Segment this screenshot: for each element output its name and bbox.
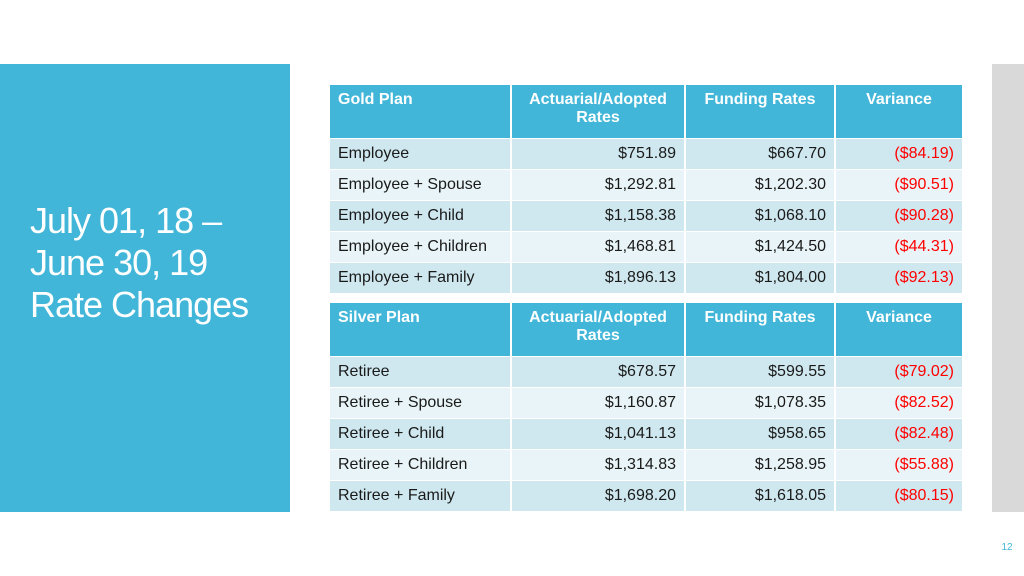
table-row: Employee + Family $1,896.13 $1,804.00 ($92.… — [330, 262, 962, 293]
funding-rate-cell: $1,202.30 — [686, 169, 836, 200]
funding-rate-cell: $1,618.05 — [686, 480, 836, 511]
funding-rate-cell: $1,078.35 — [686, 387, 836, 418]
funding-rate-cell: $667.70 — [686, 138, 836, 169]
actuarial-rate-cell: $751.89 — [512, 138, 686, 169]
table-header-row: Gold Plan Actuarial/Adopted Rates Fundin… — [330, 85, 962, 138]
slide-title-line: Rate Changes — [30, 284, 249, 325]
coverage-tier-cell: Employee + Children — [330, 231, 512, 262]
variance-cell: ($84.19) — [836, 138, 962, 169]
variance-cell: ($90.28) — [836, 200, 962, 231]
table-row: Employee + Spouse $1,292.81 $1,202.30 ($90.… — [330, 169, 962, 200]
actuarial-rate-cell: $1,468.81 — [512, 231, 686, 262]
variance-cell: ($44.31) — [836, 231, 962, 262]
variance-header: Variance — [836, 85, 962, 138]
actuarial-rates-header: Actuarial/Adopted Rates — [512, 303, 686, 356]
funding-rates-header: Funding Rates — [686, 85, 836, 138]
table-row: Employee $751.89 $667.70 ($84.19) — [330, 138, 962, 169]
side-accent-strip — [992, 64, 1024, 512]
coverage-tier-cell: Employee + Child — [330, 200, 512, 231]
table-row: Employee + Child $1,158.38 $1,068.10 ($90.2… — [330, 200, 962, 231]
coverage-tier-cell: Retiree + Spouse — [330, 387, 512, 418]
variance-header: Variance — [836, 303, 962, 356]
page-number: 12 — [1001, 542, 1013, 553]
funding-rate-cell: $958.65 — [686, 418, 836, 449]
slide-title: July 01, 18 – June 30, 19 Rate Changes — [30, 200, 280, 326]
table-header-row: Silver Plan Actuarial/Adopted Rates Fund… — [330, 303, 962, 356]
actuarial-rate-cell: $1,160.87 — [512, 387, 686, 418]
table-row: Retiree + Family $1,698.20 $1,618.05 ($80.1… — [330, 480, 962, 511]
variance-cell: ($79.02) — [836, 356, 962, 387]
plan-name-header: Gold Plan — [330, 85, 512, 138]
variance-cell: ($82.52) — [836, 387, 962, 418]
funding-rates-header: Funding Rates — [686, 303, 836, 356]
variance-cell: ($82.48) — [836, 418, 962, 449]
actuarial-rates-header: Actuarial/Adopted Rates — [512, 85, 686, 138]
actuarial-rate-cell: $1,158.38 — [512, 200, 686, 231]
table-row: Retiree + Spouse $1,160.87 $1,078.35 ($82.5… — [330, 387, 962, 418]
funding-rate-cell: $1,258.95 — [686, 449, 836, 480]
actuarial-rate-cell: $1,314.83 — [512, 449, 686, 480]
table-body: Employee $751.89 $667.70 ($84.19) Employee +… — [330, 138, 962, 293]
table-row: Employee + Children $1,468.81 $1,424.50 ($4… — [330, 231, 962, 262]
table-row: Retiree + Child $1,041.13 $958.65 ($82.48) — [330, 418, 962, 449]
coverage-tier-cell: Retiree + Child — [330, 418, 512, 449]
plan-name-header: Silver Plan — [330, 303, 512, 356]
actuarial-rate-cell: $678.57 — [512, 356, 686, 387]
coverage-tier-cell: Employee + Family — [330, 262, 512, 293]
actuarial-rate-cell: $1,041.13 — [512, 418, 686, 449]
coverage-tier-cell: Retiree + Children — [330, 449, 512, 480]
coverage-tier-cell: Employee + Spouse — [330, 169, 512, 200]
slide-title-line: June 30, 19 — [30, 242, 208, 283]
coverage-tier-cell: Employee — [330, 138, 512, 169]
table-row: Retiree + Children $1,314.83 $1,258.95 ($55… — [330, 449, 962, 480]
variance-cell: ($55.88) — [836, 449, 962, 480]
title-panel — [0, 64, 290, 512]
table-body: Retiree $678.57 $599.55 ($79.02) Retiree + S… — [330, 356, 962, 511]
funding-rate-cell: $1,424.50 — [686, 231, 836, 262]
slide-title-line: July 01, 18 – — [30, 200, 222, 241]
funding-rate-cell: $1,804.00 — [686, 262, 836, 293]
actuarial-rate-cell: $1,292.81 — [512, 169, 686, 200]
variance-cell: ($80.15) — [836, 480, 962, 511]
variance-cell: ($92.13) — [836, 262, 962, 293]
coverage-tier-cell: Retiree — [330, 356, 512, 387]
table-row: Retiree $678.57 $599.55 ($79.02) — [330, 356, 962, 387]
gold-plan-table: Gold Plan Actuarial/Adopted Rates Fundin… — [330, 85, 962, 293]
variance-cell: ($90.51) — [836, 169, 962, 200]
actuarial-rate-cell: $1,698.20 — [512, 480, 686, 511]
actuarial-rate-cell: $1,896.13 — [512, 262, 686, 293]
funding-rate-cell: $599.55 — [686, 356, 836, 387]
coverage-tier-cell: Retiree + Family — [330, 480, 512, 511]
funding-rate-cell: $1,068.10 — [686, 200, 836, 231]
silver-plan-table: Silver Plan Actuarial/Adopted Rates Fund… — [330, 303, 962, 511]
